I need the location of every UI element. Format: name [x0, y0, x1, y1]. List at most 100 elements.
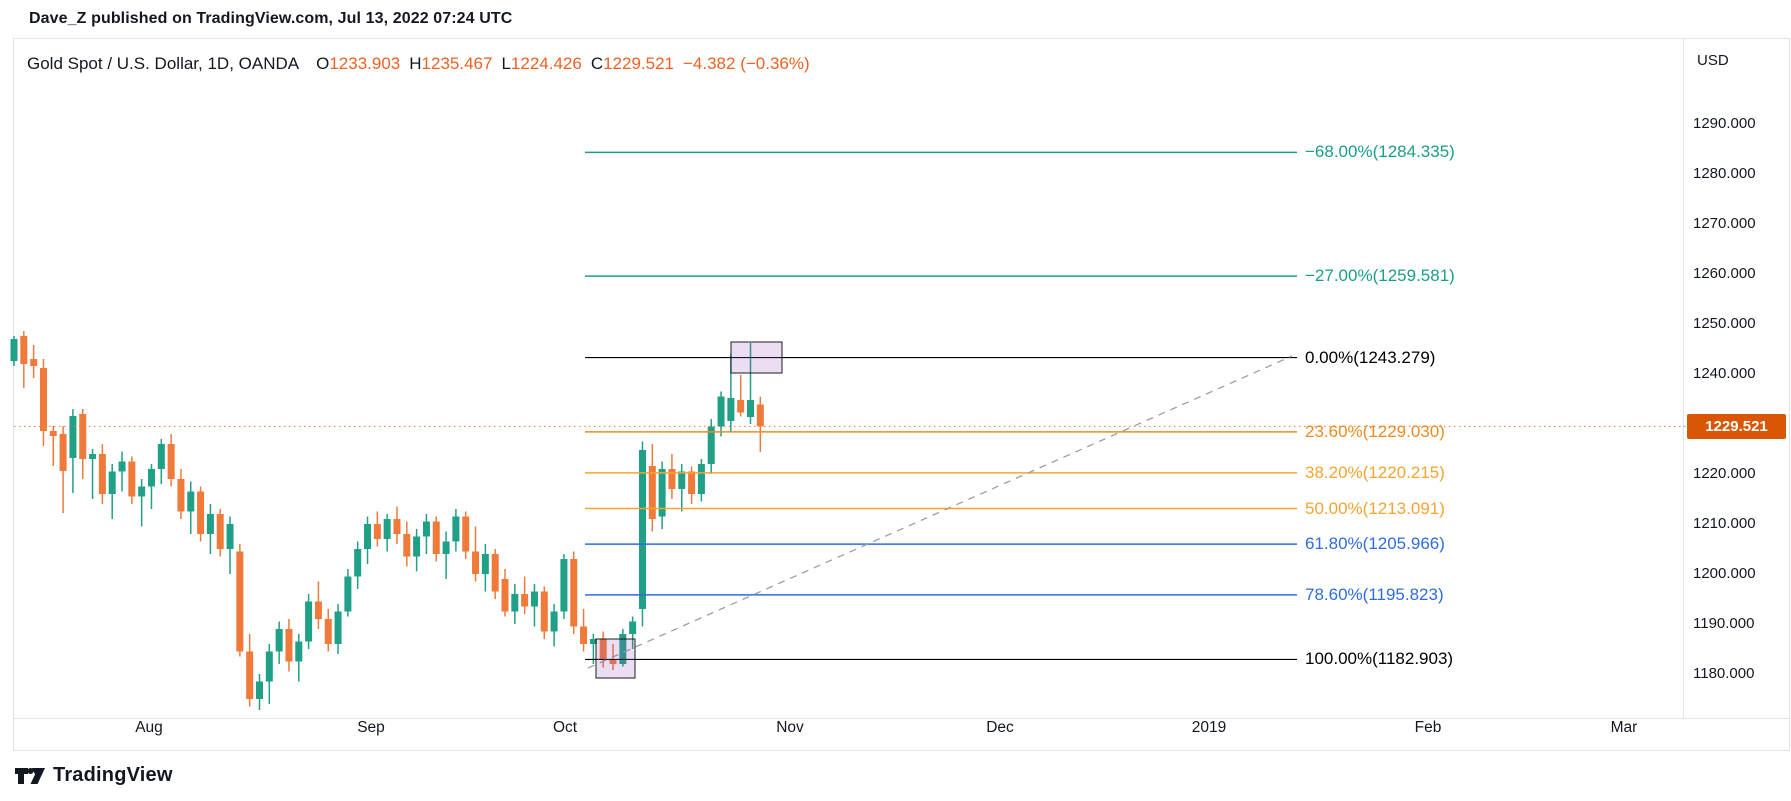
candle-body[interactable]: [413, 536, 421, 557]
candle-body[interactable]: [344, 576, 352, 612]
candle-body[interactable]: [580, 626, 588, 645]
candle-body[interactable]: [226, 524, 234, 549]
candle-body[interactable]: [432, 521, 440, 555]
fib-trendline[interactable]: [587, 355, 1293, 669]
candle-body[interactable]: [295, 641, 303, 662]
price-tick-label: 1200.000: [1693, 565, 1756, 582]
candle-body[interactable]: [177, 479, 185, 512]
candle-body[interactable]: [49, 431, 57, 436]
candle-body[interactable]: [491, 554, 499, 592]
candle-body[interactable]: [442, 541, 450, 555]
candle-body[interactable]: [285, 629, 293, 662]
candle-body[interactable]: [707, 426, 715, 465]
ohlc-field-letter: O: [316, 54, 330, 73]
price-tick-label: 1270.000: [1693, 215, 1756, 232]
candle-body[interactable]: [668, 469, 676, 489]
candle-body[interactable]: [373, 524, 381, 539]
candle-body[interactable]: [128, 461, 136, 497]
candle-body[interactable]: [756, 404, 764, 427]
candle-body[interactable]: [560, 559, 568, 612]
candle-body[interactable]: [59, 434, 67, 471]
candle-body[interactable]: [30, 359, 38, 366]
candle-body[interactable]: [619, 634, 627, 664]
price-tick-label: 1250.000: [1693, 315, 1756, 332]
candle-body[interactable]: [197, 491, 205, 535]
candle-body[interactable]: [10, 339, 18, 361]
symbol-header[interactable]: Gold Spot / U.S. Dollar, 1D, OANDA O1233…: [27, 54, 810, 74]
candle-body[interactable]: [118, 461, 126, 472]
candle-body[interactable]: [629, 621, 637, 635]
candle-body[interactable]: [540, 591, 548, 632]
price-tick-label: 1290.000: [1693, 115, 1756, 132]
candle-body[interactable]: [89, 454, 97, 459]
candle-body[interactable]: [481, 554, 489, 574]
fib-anchor-box[interactable]: [730, 341, 783, 374]
candle-body[interactable]: [511, 594, 519, 612]
candle-body[interactable]: [314, 601, 322, 620]
candle-body[interactable]: [747, 400, 754, 417]
candle-body[interactable]: [570, 559, 578, 627]
candle-body[interactable]: [69, 416, 77, 458]
candle-body[interactable]: [98, 454, 106, 494]
candle-body[interactable]: [589, 639, 597, 644]
candle-body[interactable]: [187, 491, 195, 512]
candle-body[interactable]: [462, 516, 470, 552]
candle-body[interactable]: [501, 579, 509, 612]
candle-body[interactable]: [648, 466, 656, 519]
candle-body[interactable]: [658, 469, 666, 517]
symbol-title[interactable]: Gold Spot / U.S. Dollar, 1D, OANDA: [27, 54, 300, 73]
candle-body[interactable]: [236, 551, 244, 652]
candle-body[interactable]: [79, 414, 87, 459]
candle-body[interactable]: [688, 471, 696, 495]
candle-body[interactable]: [530, 591, 538, 607]
candle-body[interactable]: [334, 611, 342, 645]
candle-body[interactable]: [216, 514, 224, 549]
candle-body[interactable]: [324, 619, 332, 644]
fib-level-label: 61.80%(1205.966): [1305, 534, 1445, 554]
candle-body[interactable]: [354, 549, 362, 577]
candle-body[interactable]: [305, 601, 313, 642]
candle-body[interactable]: [167, 444, 175, 479]
candle-body[interactable]: [599, 639, 607, 659]
candle-body[interactable]: [422, 521, 430, 537]
tradingview-brand-text: TradingView: [53, 764, 173, 786]
price-tick-label: 1260.000: [1693, 265, 1756, 282]
candle-body[interactable]: [383, 519, 391, 539]
candle-body[interactable]: [206, 514, 214, 534]
price-tick-label: 1210.000: [1693, 515, 1756, 532]
candle-body[interactable]: [393, 519, 401, 534]
tradingview-watermark[interactable]: TradingView: [15, 764, 173, 787]
change-value: −4.382 (−0.36%): [683, 54, 810, 73]
candle-body[interactable]: [364, 524, 372, 549]
candle-body[interactable]: [138, 486, 146, 497]
candle-body[interactable]: [39, 368, 47, 431]
candle-body[interactable]: [717, 396, 725, 427]
candle-body[interactable]: [727, 398, 735, 421]
candle-body[interactable]: [275, 629, 283, 652]
candle-body[interactable]: [550, 611, 558, 632]
fib-level-label: 100.00%(1182.903): [1305, 649, 1454, 669]
fib-anchor-box[interactable]: [595, 638, 636, 679]
candle-body[interactable]: [697, 464, 705, 494]
candle-body[interactable]: [256, 681, 263, 700]
candle-body[interactable]: [638, 450, 646, 609]
time-tick-label: Dec: [986, 719, 1014, 736]
fib-level-label: −27.00%(1259.581): [1305, 266, 1455, 286]
candle-body[interactable]: [108, 471, 116, 495]
candle-body[interactable]: [403, 534, 411, 557]
candle-body[interactable]: [452, 516, 460, 542]
candle-body[interactable]: [737, 400, 745, 413]
candle-body[interactable]: [265, 651, 273, 682]
candle-body[interactable]: [20, 336, 28, 364]
candle-body[interactable]: [246, 651, 254, 700]
candle-body[interactable]: [472, 551, 480, 575]
candle-body[interactable]: [521, 594, 529, 607]
price-tick-label: 1180.000: [1693, 665, 1755, 682]
candle-body[interactable]: [678, 471, 686, 490]
price-tick-label: 1220.000: [1693, 465, 1756, 482]
candle-body[interactable]: [609, 659, 617, 664]
fib-level-label: −68.00%(1284.335): [1305, 142, 1455, 162]
candle-body[interactable]: [147, 469, 155, 487]
candle-body[interactable]: [157, 444, 165, 469]
